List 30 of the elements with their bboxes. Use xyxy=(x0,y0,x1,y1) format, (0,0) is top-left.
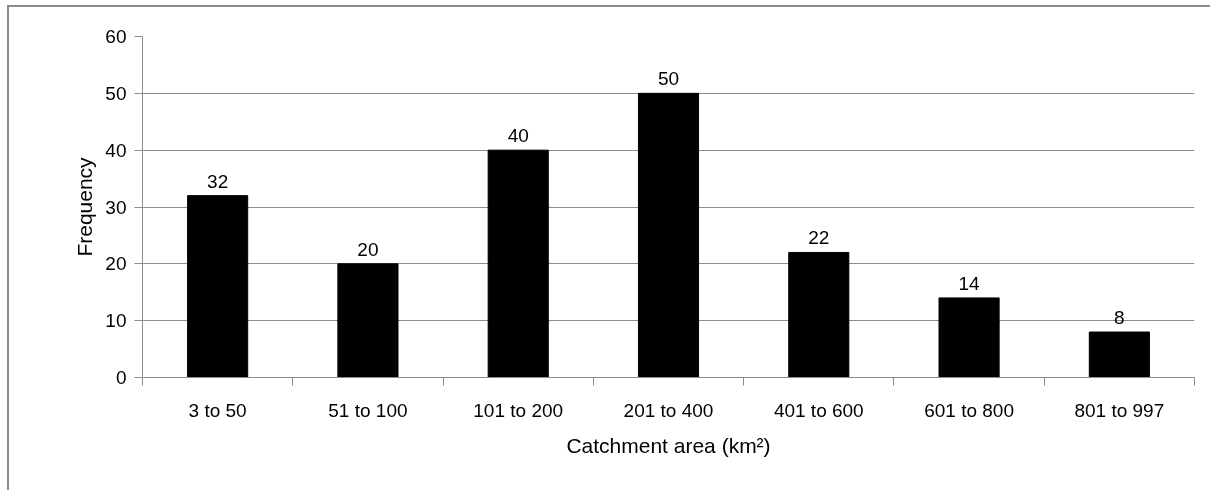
x-tick-label: 51 to 100 xyxy=(328,399,408,421)
data-label: 14 xyxy=(958,272,981,294)
y-tick-label: 60 xyxy=(105,26,127,47)
x-tick-label: 101 to 200 xyxy=(473,399,564,421)
y-axis-title: Frequency xyxy=(73,156,97,257)
y-tick-label: 50 xyxy=(105,82,127,104)
data-label: 8 xyxy=(1114,307,1125,329)
x-tick-label: 3 to 50 xyxy=(188,399,247,421)
x-tick-label: 601 to 800 xyxy=(924,399,1014,421)
data-label: 40 xyxy=(507,125,529,147)
x-tick-label: 201 to 400 xyxy=(623,399,714,421)
data-label: 20 xyxy=(357,238,379,260)
y-tick-label: 10 xyxy=(105,310,127,332)
y-tick-label: 20 xyxy=(105,253,127,275)
bar xyxy=(487,149,549,378)
bar xyxy=(337,263,399,378)
y-tick-label: 0 xyxy=(115,367,127,388)
bar xyxy=(788,251,850,378)
data-label: 22 xyxy=(808,227,830,249)
data-label: 50 xyxy=(657,68,680,90)
bar xyxy=(187,195,249,378)
x-tick-label: 801 to 997 xyxy=(1074,399,1165,421)
data-label: 32 xyxy=(207,170,229,192)
x-tick-label: 401 to 600 xyxy=(773,399,864,421)
bar xyxy=(938,297,1000,378)
y-tick-label: 30 xyxy=(105,196,127,218)
bar xyxy=(637,92,700,378)
y-tick-label: 40 xyxy=(105,139,127,161)
bar xyxy=(1088,331,1150,378)
x-axis-title: Catchment area (km²) xyxy=(566,433,771,457)
